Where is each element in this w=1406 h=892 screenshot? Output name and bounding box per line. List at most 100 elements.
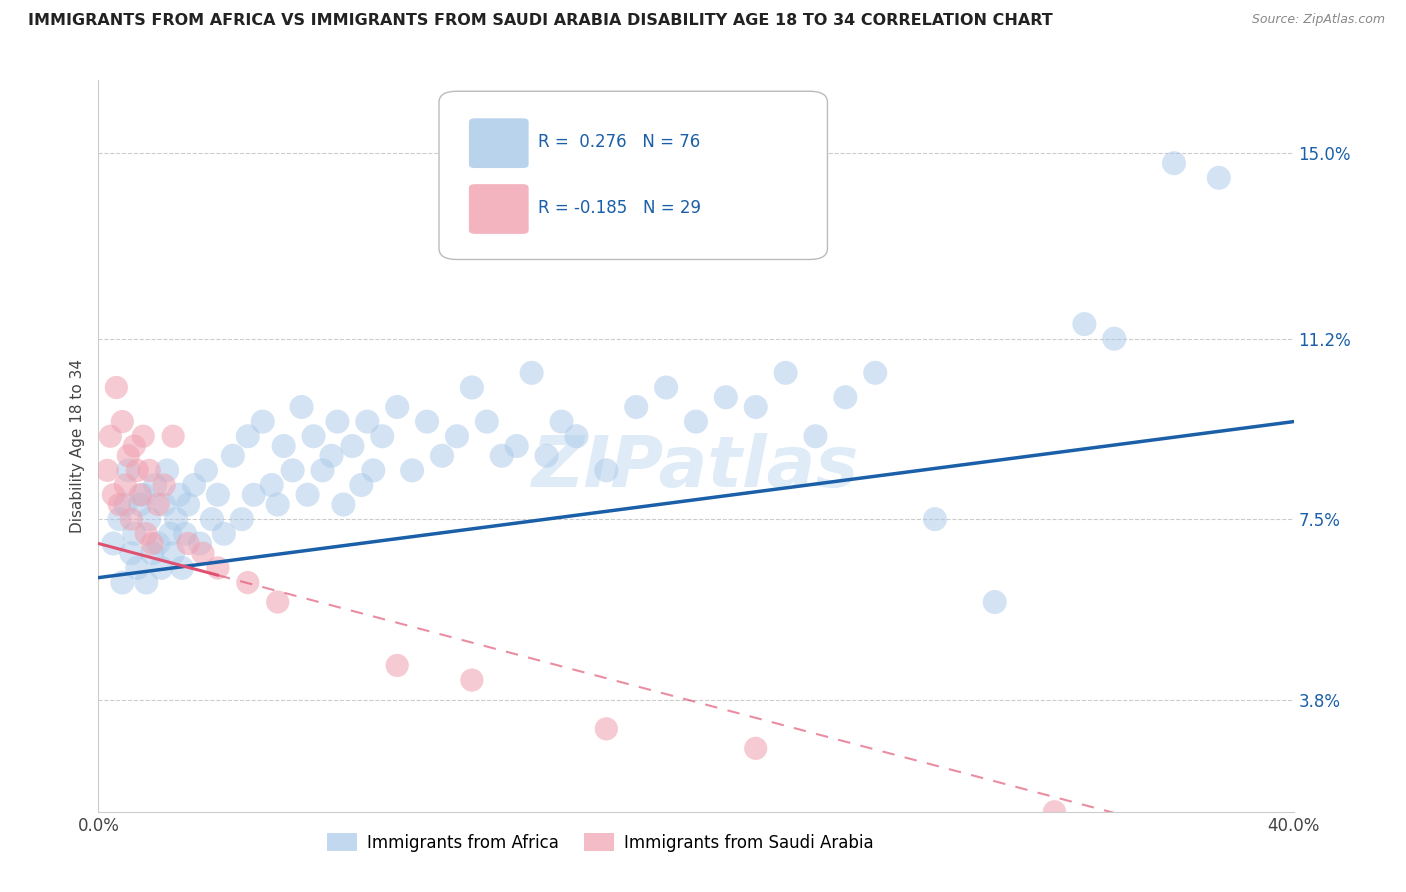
Point: [430, 449, 453, 463]
Point: [120, 512, 142, 526]
Point: [114, 498, 136, 512]
Point: [150, 561, 173, 575]
Point: [98, 429, 122, 443]
Point: [165, 512, 187, 526]
Point: [231, 512, 253, 526]
Point: [127, 463, 149, 477]
Point: [626, 400, 648, 414]
Point: [291, 400, 314, 414]
Point: [172, 561, 194, 575]
Point: [141, 536, 163, 550]
Point: [865, 366, 887, 380]
Point: [536, 449, 558, 463]
Point: [506, 439, 529, 453]
Point: [127, 561, 149, 575]
Point: [183, 478, 205, 492]
Point: [342, 439, 364, 453]
Point: [188, 536, 211, 550]
Point: [1163, 156, 1185, 170]
Point: [108, 498, 131, 512]
FancyBboxPatch shape: [470, 184, 529, 234]
Point: [1043, 805, 1066, 819]
Point: [595, 722, 617, 736]
Point: [103, 536, 125, 550]
Point: [565, 429, 588, 443]
Point: [195, 463, 218, 477]
Point: [491, 449, 513, 463]
Point: [148, 498, 170, 512]
Point: [714, 390, 737, 404]
Point: [804, 429, 827, 443]
Point: [120, 546, 142, 560]
Point: [1208, 170, 1230, 185]
Point: [105, 380, 128, 394]
Point: [281, 463, 304, 477]
Point: [201, 512, 224, 526]
Point: [114, 478, 136, 492]
Point: [177, 498, 200, 512]
Point: [834, 390, 856, 404]
Point: [260, 478, 283, 492]
Point: [135, 526, 157, 541]
Point: [332, 498, 354, 512]
Point: [124, 526, 146, 541]
Point: [461, 673, 484, 687]
Point: [111, 575, 134, 590]
Point: [132, 488, 155, 502]
Point: [212, 526, 235, 541]
Point: [252, 415, 274, 429]
Point: [129, 498, 152, 512]
Legend: Immigrants from Africa, Immigrants from Saudi Arabia: Immigrants from Africa, Immigrants from …: [321, 826, 880, 858]
Point: [141, 546, 163, 560]
Y-axis label: Disability Age 18 to 34: Disability Age 18 to 34: [69, 359, 84, 533]
Point: [321, 449, 343, 463]
Point: [191, 546, 214, 560]
Point: [550, 415, 572, 429]
Point: [685, 415, 707, 429]
Point: [111, 415, 134, 429]
Point: [207, 488, 229, 502]
Text: IMMIGRANTS FROM AFRICA VS IMMIGRANTS FROM SAUDI ARABIA DISABILITY AGE 18 TO 34 C: IMMIGRANTS FROM AFRICA VS IMMIGRANTS FRO…: [28, 13, 1053, 29]
Point: [124, 439, 146, 453]
Point: [243, 488, 266, 502]
Text: R =  0.276   N = 76: R = 0.276 N = 76: [538, 134, 700, 152]
FancyBboxPatch shape: [470, 119, 529, 168]
Point: [162, 429, 184, 443]
Point: [236, 429, 259, 443]
Point: [924, 512, 946, 526]
Point: [273, 439, 295, 453]
Point: [461, 380, 484, 394]
Point: [297, 488, 319, 502]
Point: [138, 463, 160, 477]
Point: [117, 463, 139, 477]
Point: [350, 478, 373, 492]
Point: [595, 463, 617, 477]
Point: [177, 536, 200, 550]
Point: [236, 575, 259, 590]
Point: [745, 400, 768, 414]
Point: [1104, 332, 1126, 346]
Point: [401, 463, 423, 477]
Point: [416, 415, 439, 429]
Point: [356, 415, 378, 429]
Point: [96, 463, 118, 477]
Point: [775, 366, 797, 380]
Point: [117, 449, 139, 463]
Point: [167, 488, 190, 502]
Point: [159, 526, 181, 541]
Point: [520, 366, 543, 380]
Point: [302, 429, 325, 443]
Point: [1073, 317, 1095, 331]
Point: [148, 536, 170, 550]
Point: [153, 498, 176, 512]
Point: [138, 512, 160, 526]
Point: [446, 429, 468, 443]
Point: [363, 463, 385, 477]
Point: [655, 380, 678, 394]
Point: [156, 463, 179, 477]
Point: [143, 478, 166, 492]
Point: [132, 429, 155, 443]
Point: [371, 429, 394, 443]
Point: [153, 478, 176, 492]
Point: [326, 415, 349, 429]
